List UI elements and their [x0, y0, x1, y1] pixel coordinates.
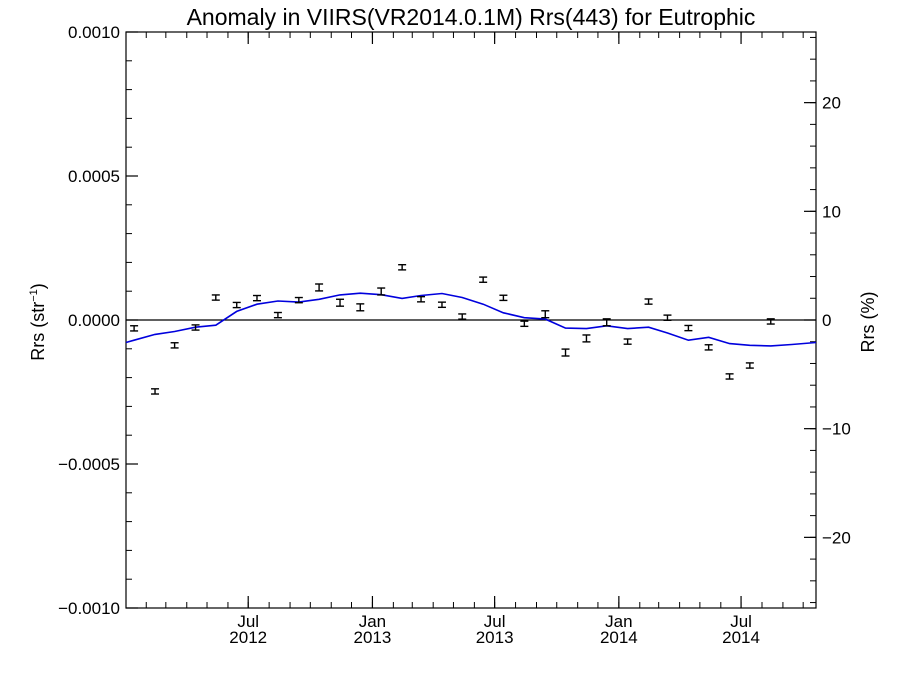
data-point	[232, 301, 241, 309]
y-right-tick-label: 0	[822, 311, 831, 330]
y-left-tick-label: 0.0010	[68, 23, 120, 42]
data-point	[191, 324, 200, 331]
data-point	[398, 264, 407, 271]
data-point	[130, 325, 139, 332]
data-point	[170, 342, 179, 349]
data-point	[663, 314, 672, 321]
data-point	[725, 373, 734, 380]
data-point	[479, 276, 488, 283]
x-tick-label-month: Jul	[237, 612, 259, 631]
y-axis-right: 20 10 0 −10 −20	[804, 36, 851, 604]
data-point	[644, 298, 653, 305]
x-tick-label-month: Jan	[605, 612, 632, 631]
data-point	[336, 298, 345, 307]
y-right-tick-label: 10	[822, 202, 841, 221]
data-point	[561, 348, 570, 357]
data-point	[499, 294, 508, 302]
y-axis-left: 0.0010 0.0005 0.0000 −0.0005 −0.0010	[58, 23, 138, 618]
y-left-tick-label: 0.0000	[68, 311, 120, 330]
data-point	[704, 344, 713, 351]
data-point	[437, 301, 446, 309]
data-point	[211, 294, 220, 301]
data-point	[417, 295, 426, 303]
x-tick-label-year: 2014	[722, 628, 760, 647]
x-tick-label-month: Jan	[359, 612, 386, 631]
y-left-tick-label: 0.0005	[68, 167, 120, 186]
y-left-tick-label: −0.0005	[58, 455, 120, 474]
data-point	[252, 294, 261, 302]
y-right-tick-label: −10	[822, 420, 851, 439]
data-point	[294, 296, 303, 304]
data-point	[273, 311, 282, 319]
x-tick-label-year: 2013	[354, 628, 392, 647]
blue-series-line	[125, 292, 817, 347]
data-point	[377, 287, 386, 296]
data-point	[315, 283, 324, 292]
data-point	[582, 334, 591, 343]
y-axis-left-label-sup: −1	[28, 289, 40, 302]
y-right-tick-label: −20	[822, 528, 851, 547]
data-point	[151, 388, 160, 395]
data-point	[623, 338, 632, 345]
data-point	[745, 362, 754, 369]
data-point	[684, 324, 693, 332]
y-axis-left-label-base: Rrs (str	[28, 302, 48, 361]
chart-title: Anomaly in VIIRS(VR2014.0.1M) Rrs(443) f…	[187, 4, 756, 30]
x-tick-label-year: 2014	[600, 628, 638, 647]
y-left-tick-label: −0.0010	[58, 599, 120, 618]
y-axis-right-label: Rrs (%)	[858, 292, 878, 353]
data-point	[602, 318, 611, 327]
data-point	[458, 313, 467, 320]
x-tick-label-year: 2012	[229, 628, 267, 647]
data-point	[541, 310, 550, 319]
y-right-tick-label: 20	[822, 94, 841, 113]
series-line-layer	[125, 292, 817, 347]
y-axis-left-label: Rrs (str−1)	[28, 283, 48, 361]
data-point	[356, 303, 365, 312]
data-point	[520, 320, 529, 328]
data-point	[766, 318, 775, 325]
x-tick-label-year: 2013	[476, 628, 514, 647]
data-points-layer	[130, 264, 775, 395]
x-tick-label-month: Jul	[484, 612, 506, 631]
x-tick-label-month: Jul	[730, 612, 752, 631]
y-axis-left-label-tail: )	[28, 283, 48, 289]
